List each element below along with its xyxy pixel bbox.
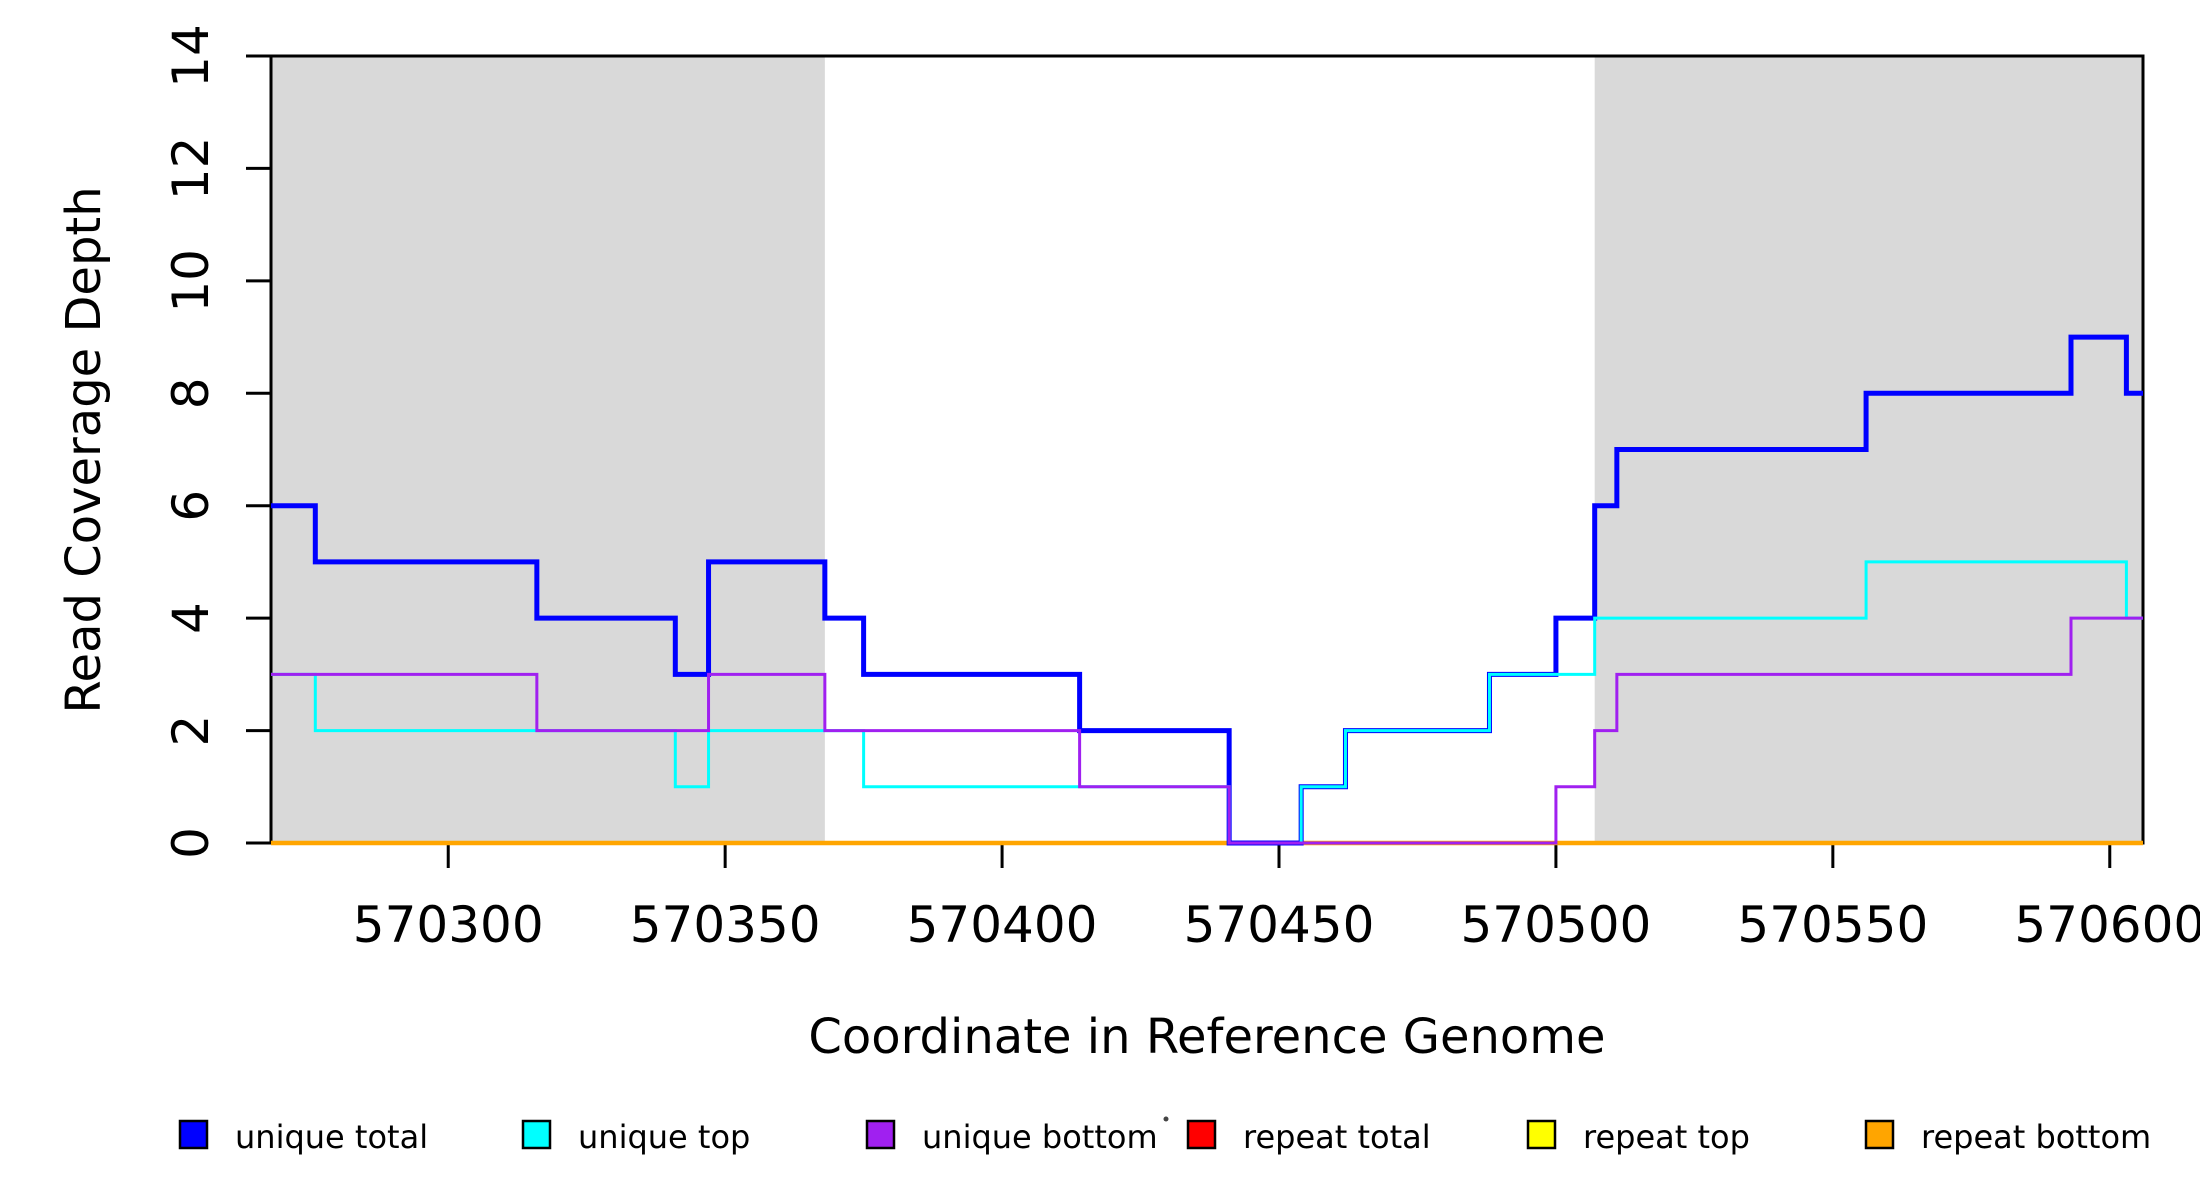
x-tick-label: 570600 (2014, 896, 2200, 954)
series-line-unique-top (271, 560, 2143, 845)
x-tick-label: 570450 (1184, 896, 1375, 954)
legend-item: unique total (178, 1118, 428, 1156)
y-tick-label: 2 (162, 715, 220, 747)
stray-dot (1163, 1116, 1169, 1122)
y-tick-label: 0 (162, 827, 220, 859)
y-tick-label: 4 (162, 602, 220, 634)
y-tick-label: 12 (162, 137, 220, 201)
x-tick-label: 570550 (1737, 896, 1928, 954)
legend-swatch-unique-bottom (865, 1119, 896, 1150)
legend-label: repeat top (1583, 1118, 1750, 1156)
y-tick-label: 8 (162, 377, 220, 409)
y-tick-label: 6 (162, 490, 220, 522)
y-axis-title: Read Coverage Depth (56, 186, 112, 713)
x-tick-label: 570400 (907, 896, 1098, 954)
legend-swatch-repeat-bottom (1864, 1119, 1895, 1150)
legend-label: unique top (578, 1118, 750, 1156)
repeat-region-left (271, 56, 825, 843)
legend-label: repeat total (1243, 1118, 1431, 1156)
y-tick-label: 10 (162, 249, 220, 313)
y-tick-label: 14 (162, 24, 220, 88)
legend-item: repeat total (1186, 1118, 1431, 1156)
legend-label: repeat bottom (1921, 1118, 2151, 1156)
series-line-unique-bottom (271, 616, 2143, 845)
x-tick-label: 570500 (1460, 896, 1651, 954)
x-tick-label: 570350 (630, 896, 821, 954)
legend-label: unique bottom (922, 1118, 1158, 1156)
legend-swatch-unique-top (521, 1119, 552, 1150)
legend-item: unique bottom (865, 1118, 1158, 1156)
legend-item: repeat bottom (1864, 1118, 2151, 1156)
legend-label: unique total (235, 1118, 428, 1156)
x-tick-label: 570300 (353, 896, 544, 954)
legend-item: unique top (521, 1118, 750, 1156)
x-axis-title: Coordinate in Reference Genome (808, 1009, 1605, 1065)
legend-swatch-repeat-top (1526, 1119, 1557, 1150)
legend-swatch-unique-total (178, 1119, 209, 1150)
legend-swatch-repeat-total (1186, 1119, 1217, 1150)
legend-item: repeat top (1526, 1118, 1750, 1156)
